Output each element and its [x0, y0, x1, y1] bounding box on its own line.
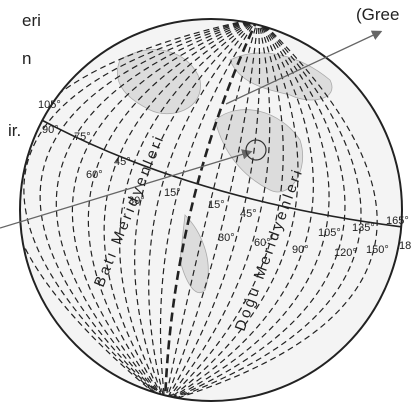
meridian: [164, 19, 299, 401]
meridian: [164, 19, 259, 401]
globe: [19, 18, 403, 402]
degree-label: 90°: [42, 124, 59, 136]
degree-label: 75°: [74, 131, 91, 143]
degree-label: 165°: [386, 215, 409, 227]
equator: [20, 107, 402, 229]
margin-text: n: [22, 49, 31, 68]
arrow-left: [0, 149, 253, 229]
degree-label: 135°: [352, 222, 375, 234]
meridian: [55, 19, 259, 401]
meridian: [164, 19, 346, 401]
meridian: [148, 19, 259, 401]
degree-label: 18: [399, 240, 411, 252]
degree-label: 105°: [38, 99, 61, 111]
degree-label: 150°: [366, 244, 389, 256]
degree-label: 105°: [318, 227, 341, 239]
meridian: [134, 19, 259, 401]
meridian: [20, 19, 259, 401]
degree-label: 30°: [128, 195, 145, 207]
margin-text: ir.: [8, 121, 21, 140]
meridian: [164, 19, 259, 401]
meridian: [71, 19, 259, 401]
margin-text: (Gree: [356, 5, 399, 24]
meridian: [164, 19, 284, 401]
degree-label: 60°: [254, 237, 271, 249]
meridian: [39, 19, 259, 401]
meridian: [159, 19, 259, 401]
meridian: [164, 19, 261, 401]
meridian: [164, 19, 378, 401]
degree-label: 45°: [240, 208, 257, 220]
meridian: [23, 19, 259, 401]
meridian: [164, 19, 330, 401]
degree-label: 60°: [86, 169, 103, 181]
land: [117, 49, 333, 293]
meridian: [164, 19, 271, 401]
degree-label: 15°: [164, 187, 181, 199]
marker-circle: [245, 139, 267, 161]
margin-text: eri: [22, 11, 41, 30]
labels: eri n ir. (Gree 105° 90° 75° 60° 45° 30° 15° 15° 30°…: [8, 5, 411, 259]
degree-label: 15°: [208, 199, 225, 211]
degree-label: 30°: [218, 232, 235, 244]
meridian: [164, 19, 314, 401]
degree-label: 120°: [334, 247, 357, 259]
degree-label: 45°: [114, 156, 131, 168]
degree-label: 90°: [292, 244, 309, 256]
prime-meridian: [163, 19, 260, 401]
arrow-right: [225, 30, 383, 105]
meridian: [164, 19, 362, 401]
meridian: [103, 19, 259, 401]
